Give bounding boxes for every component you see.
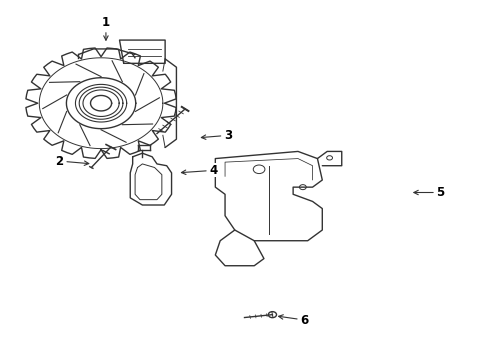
Text: 3: 3 [201,129,232,142]
Text: 2: 2 [55,154,89,167]
Text: 1: 1 [102,16,110,40]
Text: 4: 4 [181,164,217,177]
Text: 5: 5 [413,186,444,199]
Text: 6: 6 [278,314,308,327]
